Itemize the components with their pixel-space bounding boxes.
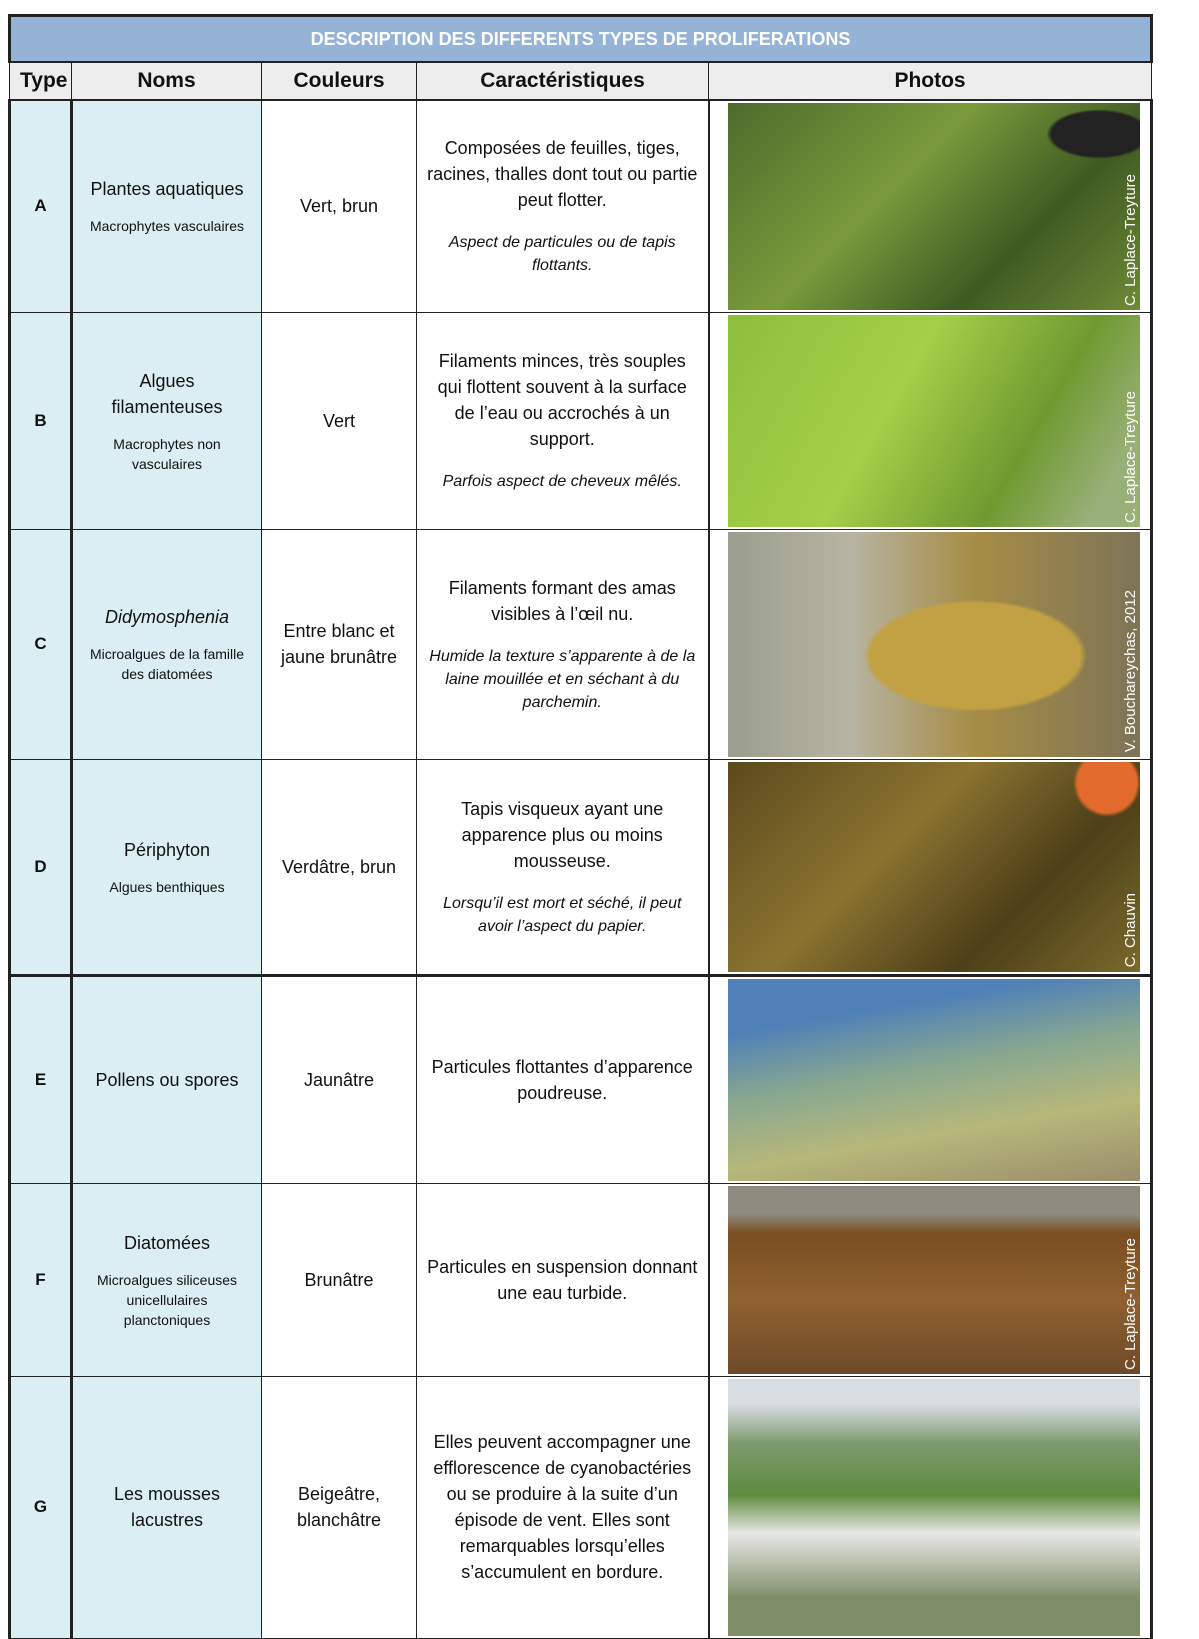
color-cell: Verdâtre, brun <box>261 758 417 976</box>
name-cell: Périphyton Algues benthiques <box>71 758 262 976</box>
table-row: C Didymosphenia Microalgues de la famille … <box>8 528 1154 760</box>
column-header: Couleurs <box>261 61 417 101</box>
type-cell: C <box>8 528 73 760</box>
photo-cell: C. Laplace-Treyture <box>707 1182 1154 1377</box>
table-row: D Périphyton Algues benthiques Verdâtre, br… <box>8 758 1154 976</box>
characteristics-cell: Filaments minces, très souples qui flott… <box>416 311 709 530</box>
characteristics-cell: Elles peuvent accompagner une effloresce… <box>416 1375 709 1639</box>
characteristics-note: Humide la texture s’apparente à de la la… <box>429 647 696 711</box>
characteristics-text: Particules en suspension donnant une eau… <box>427 1256 698 1303</box>
table-title: DESCRIPTION DES DIFFERENTS TYPES DE PROL… <box>7 14 1154 63</box>
table-row: B Algues filamenteuses Macrophytes non vas… <box>8 311 1154 530</box>
column-header: Noms <box>71 61 262 101</box>
color-cell: Vert <box>261 311 417 530</box>
photo <box>727 1378 1141 1636</box>
characteristics-cell: Particules flottantes d’apparence poudre… <box>416 974 709 1184</box>
table-row: E Pollens ou spores Jaunâtre Particules flo… <box>8 974 1154 1184</box>
table-row: G Les mousses lacustres Beigeâtre, blanchâ… <box>8 1375 1154 1639</box>
characteristics-cell: Particules en suspension donnant une eau… <box>416 1182 709 1377</box>
name: Plantes aquatiques <box>90 179 244 200</box>
color-cell: Brunâtre <box>261 1182 417 1377</box>
characteristics-note: Aspect de particules ou de tapis flottan… <box>448 234 676 275</box>
type-cell: A <box>8 99 73 313</box>
photo-credit: C. Chauvin <box>1122 893 1140 968</box>
photo: V. Bouchareychas, 2012 <box>727 531 1141 757</box>
characteristics-note: Parfois aspect de cheveux mêlés. <box>442 473 682 490</box>
characteristics-note: Lorsqu’il est mort et séché, il peut avo… <box>443 894 682 935</box>
name-cell: Diatomées Microalgues siliceuses unicellu… <box>71 1182 262 1377</box>
photo-credit: C. Laplace-Treyture <box>1122 173 1140 306</box>
characteristics-text: Composées de feuilles, tiges, racines, t… <box>427 138 698 211</box>
name-cell: Didymosphenia Microalgues de la famille d… <box>71 528 262 760</box>
color-cell: Jaunâtre <box>261 974 417 1184</box>
color-cell: Beigeâtre, blanchâtre <box>261 1375 417 1639</box>
subname: Algues benthiques <box>109 878 225 895</box>
type-cell: G <box>8 1375 73 1639</box>
name: Algues filamenteuses <box>111 370 223 417</box>
name: Périphyton <box>123 839 211 860</box>
name-cell: Les mousses lacustres <box>71 1375 262 1639</box>
name-cell: Algues filamenteuses Macrophytes non vasc… <box>71 311 262 530</box>
table-row: A Plantes aquatiques Macrophytes vasculair… <box>8 99 1154 313</box>
column-header: Caractéristiques <box>416 61 709 101</box>
photo-cell <box>707 1375 1154 1639</box>
photo-cell: V. Bouchareychas, 2012 <box>707 528 1154 760</box>
subname: Microalgues siliceuses unicellulaires pl… <box>96 1271 238 1328</box>
subname: Macrophytes vasculaires <box>89 218 245 235</box>
column-header: Type <box>9 61 72 101</box>
photo-credit: C. Laplace-Treyture <box>1122 390 1140 523</box>
characteristics-text: Particules flottantes d’apparence poudre… <box>431 1056 693 1103</box>
type-cell: D <box>8 758 73 976</box>
name: Diatomées <box>123 1232 211 1253</box>
photo-credit: V. Bouchareychas, 2012 <box>1122 590 1140 753</box>
characteristics-cell: Filaments formant des amas visibles à l’… <box>416 528 709 760</box>
name: Didymosphenia <box>104 607 230 627</box>
name: Pollens ou spores <box>95 1069 239 1090</box>
photo: C. Laplace-Treyture <box>727 1185 1141 1374</box>
name-cell: Plantes aquatiques Macrophytes vasculaire… <box>71 99 262 313</box>
type-cell: F <box>8 1182 73 1377</box>
photo-cell: C. Laplace-Treyture <box>707 311 1154 530</box>
document: DESCRIPTION DES DIFFERENTS TYPES DE PROL… <box>7 14 1154 1639</box>
name: Les mousses lacustres <box>113 1484 221 1530</box>
type-cell: E <box>8 974 73 1184</box>
photo: C. Chauvin <box>727 761 1141 972</box>
photo-cell <box>707 974 1154 1184</box>
characteristics-text: Filaments minces, très souples qui flott… <box>437 351 687 449</box>
photo-credit: C. Laplace-Treyture <box>1122 1237 1140 1370</box>
subname: Macrophytes non vasculaires <box>113 435 221 472</box>
column-header: Photos <box>707 61 1153 101</box>
table: DESCRIPTION DES DIFFERENTS TYPES DE PROL… <box>7 14 1154 1639</box>
color-cell: Entre blanc et jaune brunâtre <box>261 528 417 760</box>
photo: C. Laplace-Treyture <box>727 314 1141 527</box>
name-cell: Pollens ou spores <box>71 974 262 1184</box>
type-cell: B <box>8 311 73 530</box>
color-cell: Vert, brun <box>261 99 417 313</box>
photo-cell: C. Chauvin <box>707 758 1154 976</box>
characteristics-cell: Tapis visqueux ayant une apparence plus … <box>416 758 709 976</box>
characteristics-text: Tapis visqueux ayant une apparence plus … <box>461 798 664 871</box>
characteristics-text: Elles peuvent accompagner une effloresce… <box>433 1432 692 1582</box>
photo-cell: C. Laplace-Treyture <box>707 99 1154 313</box>
characteristics-cell: Composées de feuilles, tiges, racines, t… <box>416 99 709 313</box>
subname: Microalgues de la famille des diatomées <box>89 646 245 682</box>
table-row: F Diatomées Microalgues siliceuses unicell… <box>8 1182 1154 1377</box>
photo: C. Laplace-Treyture <box>727 103 1141 310</box>
photo <box>727 978 1141 1181</box>
characteristics-text: Filaments formant des amas visibles à l’… <box>448 577 676 624</box>
